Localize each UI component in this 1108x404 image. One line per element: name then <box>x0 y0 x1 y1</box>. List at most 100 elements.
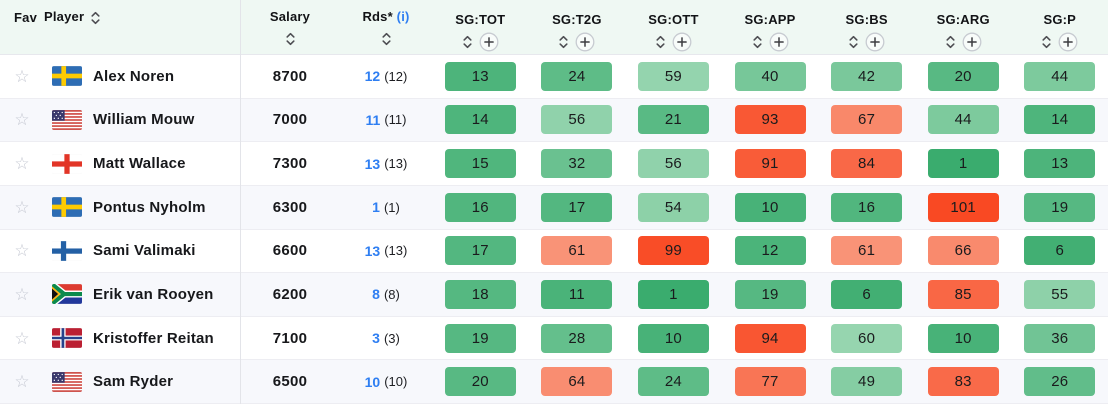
rounds-info-icon[interactable]: (i) <box>396 9 410 24</box>
add-column-button[interactable] <box>769 32 789 52</box>
sg-rank-chip: 26 <box>1024 367 1096 397</box>
sg-rank-chip: 13 <box>444 61 516 91</box>
sg-cell: 15 <box>432 149 529 179</box>
sg-rank-chip: 101 <box>927 192 999 222</box>
sg-rank-chip: 16 <box>831 192 903 222</box>
player-name[interactable]: Kristoffer Reitan <box>93 329 214 347</box>
table-row: ☆ Sami Valimaki 6600 13 (13) 17 61 99 12 61 66 6 <box>0 229 1108 274</box>
rounds-cell: 13 (13) <box>340 243 432 259</box>
sg-rank-chip: 66 <box>927 236 999 266</box>
sg-rank-chip: 77 <box>734 367 806 397</box>
player-name[interactable]: Sami Valimaki <box>93 242 196 260</box>
player-column-header: Player <box>44 0 240 54</box>
rounds-played-value: 8 <box>372 286 380 303</box>
sg-column-label: SG:OTT <box>648 11 699 27</box>
sg-column-label: SG:APP <box>744 11 796 27</box>
flag-finland-icon <box>52 240 82 261</box>
sort-rounds-button[interactable] <box>381 31 392 47</box>
sg-cell: 24 <box>529 61 626 91</box>
sort-player-button[interactable] <box>90 10 101 26</box>
favorite-star-button[interactable]: ☆ <box>14 284 30 304</box>
add-column-button[interactable] <box>1058 32 1078 52</box>
sort-salary-button[interactable] <box>285 31 296 47</box>
add-column-button[interactable] <box>962 32 982 52</box>
sort-sg-button[interactable] <box>945 34 956 50</box>
sg-cell: 99 <box>625 236 722 266</box>
sort-sg-button[interactable] <box>848 34 859 50</box>
favorite-star-button[interactable]: ☆ <box>14 154 30 174</box>
salary-header-label: Salary <box>269 9 311 24</box>
fav-cell: ☆ <box>0 373 44 390</box>
sg-cell: 61 <box>818 236 915 266</box>
rounds-total-value: (13) <box>384 243 408 259</box>
sg-rank-chip: 11 <box>541 279 613 309</box>
sg-cell: 64 <box>529 367 626 397</box>
add-column-button[interactable] <box>865 32 885 52</box>
sg-cell: 13 <box>1011 149 1108 179</box>
player-name[interactable]: Pontus Nyholm <box>93 198 206 216</box>
flag-sweden-icon <box>52 197 82 218</box>
sg-rank-chip: 36 <box>1024 323 1096 353</box>
sg-column-header: SG:ARG <box>915 0 1012 54</box>
sort-sg-button[interactable] <box>752 34 763 50</box>
sg-rank-chip: 91 <box>734 149 806 179</box>
sg-cell: 44 <box>915 105 1012 135</box>
sg-rank-chip: 24 <box>637 367 709 397</box>
salary-value: 8700 <box>272 67 308 85</box>
sg-cell: 17 <box>529 192 626 222</box>
favorite-star-button[interactable]: ☆ <box>14 372 30 392</box>
sg-rank-chip: 1 <box>927 149 999 179</box>
sg-cell: 19 <box>1011 192 1108 222</box>
player-name[interactable]: Matt Wallace <box>93 155 186 173</box>
player-cell: Sami Valimaki <box>44 240 240 261</box>
sg-column-label: SG:P <box>1043 11 1077 27</box>
fav-header-label: Fav <box>14 10 38 25</box>
player-name[interactable]: Alex Noren <box>93 67 175 85</box>
sg-rank-chip: 83 <box>927 367 999 397</box>
sg-rank-chip: 94 <box>734 323 806 353</box>
salary-value: 7000 <box>272 111 308 129</box>
favorite-star-button[interactable]: ☆ <box>14 66 30 86</box>
sg-cell: 16 <box>432 192 529 222</box>
sg-cell: 84 <box>818 149 915 179</box>
salary-value: 6500 <box>272 373 308 391</box>
player-cell: Erik van Rooyen <box>44 284 240 305</box>
fixed-column-divider <box>240 0 241 404</box>
sort-sg-button[interactable] <box>558 34 569 50</box>
favorite-star-button[interactable]: ☆ <box>14 241 30 261</box>
sg-column-header: SG:TOT <box>432 0 529 54</box>
sg-cell: 1 <box>915 149 1012 179</box>
add-column-button[interactable] <box>672 32 692 52</box>
fav-cell: ☆ <box>0 286 44 303</box>
favorite-star-button[interactable]: ☆ <box>14 328 30 348</box>
sg-rank-chip: 6 <box>1024 236 1096 266</box>
sg-rank-chip: 15 <box>444 149 516 179</box>
sg-rank-chip: 17 <box>444 236 516 266</box>
sort-sg-button[interactable] <box>462 34 473 50</box>
add-column-button[interactable] <box>575 32 595 52</box>
rounds-cell: 13 (13) <box>340 156 432 172</box>
table-body: ☆ Alex Noren 8700 12 (12) 13 24 59 40 42 20 44 ☆ Will… <box>0 55 1108 404</box>
player-name[interactable]: William Mouw <box>93 111 195 129</box>
table-row: ☆ Pontus Nyholm 6300 1 (1) 16 17 54 10 16 101 19 <box>0 185 1108 230</box>
rounds-total-value: (10) <box>384 374 408 390</box>
favorite-star-button[interactable]: ☆ <box>14 110 30 130</box>
flag-south-africa-icon <box>52 284 82 305</box>
player-name[interactable]: Erik van Rooyen <box>93 285 214 303</box>
table-row: ☆ Sam Ryder 6500 10 (10) 20 64 24 77 49 83 26 <box>0 360 1108 404</box>
sg-cell: 93 <box>722 105 819 135</box>
sg-cell: 77 <box>722 367 819 397</box>
player-name[interactable]: Sam Ryder <box>93 373 174 391</box>
sort-sg-button[interactable] <box>655 34 666 50</box>
sg-rank-chip: 56 <box>637 149 709 179</box>
sg-rank-chip: 19 <box>1024 192 1096 222</box>
sort-sg-button[interactable] <box>1041 34 1052 50</box>
sg-rank-chip: 28 <box>541 323 613 353</box>
table-row: ☆ Kristoffer Reitan 7100 3 (3) 19 28 10 94 60 10 36 <box>0 316 1108 361</box>
favorite-star-button[interactable]: ☆ <box>14 197 30 217</box>
sg-cell: 67 <box>818 105 915 135</box>
table-row: ☆ William Mouw 7000 11 (11) 14 56 21 93 67 44 14 <box>0 98 1108 143</box>
sg-cell: 14 <box>432 105 529 135</box>
add-column-button[interactable] <box>479 32 499 52</box>
